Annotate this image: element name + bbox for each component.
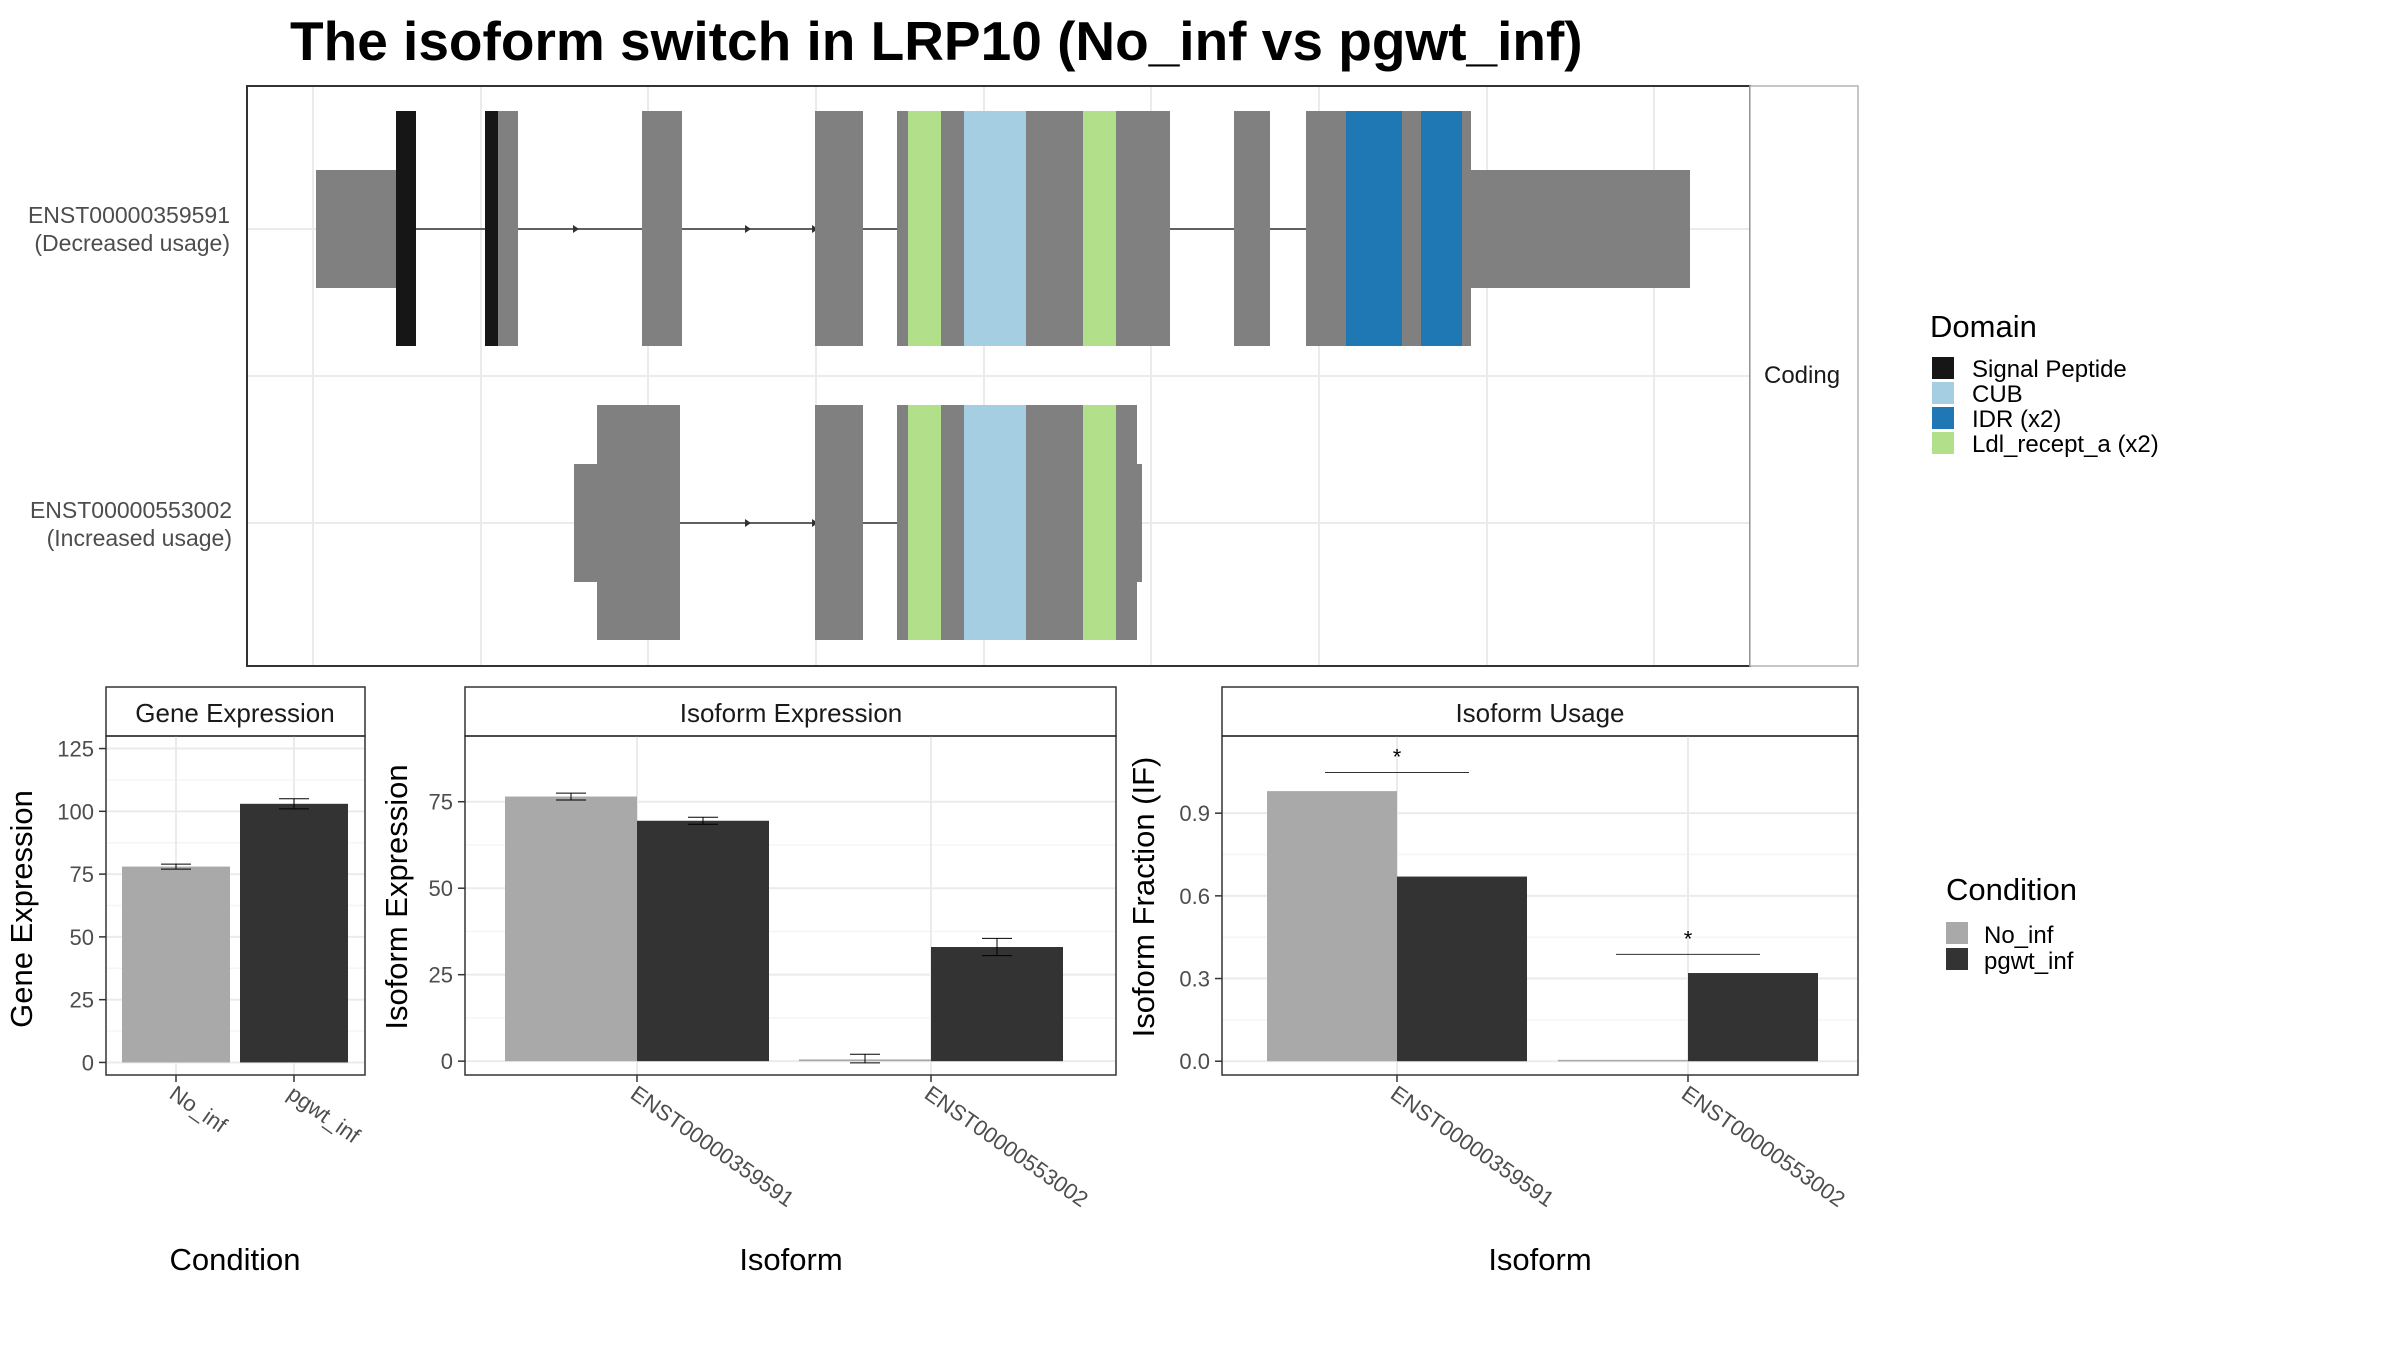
utr-exon: [574, 464, 600, 582]
y-tick-label: 0: [441, 1049, 453, 1074]
bar: [505, 796, 637, 1062]
figure-title: The isoform switch in LRP10 (No_inf vs p…: [290, 10, 1583, 72]
transcript-1-usage: (Decreased usage): [34, 230, 230, 256]
intron-arrow: [573, 225, 579, 233]
idr-domain: [1421, 111, 1462, 346]
significance-star: *: [1393, 744, 1402, 769]
bar: [122, 866, 230, 1063]
panel-strip: [105, 686, 366, 737]
ldl-recept-a-domain: [1083, 405, 1116, 640]
isoform-expression-strip-title: Isoform Expression: [680, 698, 903, 728]
cub-domain: [964, 405, 1026, 640]
transcript-1-id: ENST00000359591: [28, 202, 230, 228]
y-tick-label: 25: [429, 963, 453, 988]
legend-swatch-idr: [1932, 407, 1954, 429]
legend-swatch-ldl-recept-a: [1932, 432, 1954, 454]
isoform-expression-panel: Isoform Expression Isoform Isoform Expre…: [379, 686, 1117, 1277]
domain-legend: Domain Signal Peptide CUB IDR (x2) Ldl_r…: [1930, 309, 2159, 458]
utr-exon: [1135, 464, 1142, 582]
panel-border: [464, 735, 1117, 1076]
intron-arrow: [745, 225, 751, 233]
y-tick-label: 0.6: [1179, 884, 1210, 909]
legend-label-ldl-recept-a: Ldl_recept_a (x2): [1972, 431, 2159, 458]
intron-arrow: [745, 519, 751, 527]
ldl-recept-a-domain: [1083, 111, 1116, 346]
gene-expression-x-title: Condition: [170, 1242, 301, 1277]
coding-exon: [897, 111, 1170, 346]
significance-star: *: [1684, 926, 1693, 951]
legend-label-signal-peptide: Signal Peptide: [1972, 356, 2127, 383]
cub-domain: [964, 111, 1026, 346]
panel-border: [1221, 735, 1859, 1076]
y-tick-label: 100: [57, 799, 94, 824]
bar: [1558, 1059, 1688, 1062]
panel-strip: [464, 686, 1117, 737]
legend-label-idr: IDR (x2): [1972, 406, 2061, 433]
x-tick-label: ENST00000553002: [920, 1081, 1093, 1212]
gene-expression-y-title: Gene Expression: [4, 790, 39, 1028]
coding-exon: [1234, 111, 1270, 346]
isoform-usage-x-title: Isoform: [1488, 1242, 1591, 1277]
legend-swatch-signal-peptide: [1932, 357, 1954, 379]
bar: [1267, 791, 1397, 1062]
isoform-usage-panel: Isoform Usage Isoform Isoform Fraction (…: [1126, 686, 1859, 1277]
idr-domain: [1346, 111, 1402, 346]
y-tick-label: 0.3: [1179, 967, 1210, 992]
transcript-2-id: ENST00000553002: [30, 497, 232, 523]
transcript-structure-panel: Coding ENST00000359591 (Decreased usage)…: [28, 85, 1859, 667]
bar: [1688, 973, 1818, 1062]
bar: [240, 803, 348, 1063]
y-tick-label: 0.0: [1179, 1049, 1210, 1074]
coding-exon: [642, 111, 682, 346]
y-tick-label: 75: [429, 790, 453, 815]
legend-label-cub: CUB: [1972, 381, 2023, 408]
x-tick-label: ENST00000553002: [1677, 1081, 1850, 1212]
legend-label-no-inf: No_inf: [1984, 922, 2054, 949]
isoform-usage-y-title: Isoform Fraction (IF): [1126, 757, 1161, 1038]
x-tick-label: ENST00000359591: [626, 1081, 799, 1212]
signal-peptide-domain: [485, 111, 498, 346]
ldl-recept-a-domain: [908, 405, 941, 640]
bar: [1397, 876, 1527, 1062]
isoform-expression-y-title: Isoform Expression: [379, 764, 414, 1029]
signal-peptide-domain: [396, 111, 416, 346]
x-tick-label: ENST00000359591: [1386, 1081, 1559, 1212]
utr-exon: [1460, 170, 1690, 288]
y-tick-label: 75: [70, 862, 94, 887]
bar: [637, 820, 769, 1062]
coding-exon: [597, 405, 680, 640]
condition-legend: Condition No_inf pgwt_inf: [1946, 872, 2077, 975]
isoform-expression-x-title: Isoform: [739, 1242, 842, 1277]
y-tick-label: 0: [82, 1050, 94, 1075]
y-tick-label: 25: [70, 988, 94, 1013]
y-tick-label: 50: [429, 876, 453, 901]
gene-expression-panel: Gene Expression Condition Gene Expressio…: [4, 686, 366, 1277]
bar: [931, 947, 1063, 1062]
x-tick-label: pgwt_inf: [283, 1081, 365, 1149]
legend-label-pgwt-inf: pgwt_inf: [1984, 948, 2074, 975]
utr-exon: [316, 170, 400, 288]
y-tick-label: 125: [57, 737, 94, 762]
condition-legend-title: Condition: [1946, 872, 2077, 907]
domain-legend-title: Domain: [1930, 309, 2037, 344]
y-tick-label: 50: [70, 925, 94, 950]
legend-swatch-cub: [1932, 382, 1954, 404]
ldl-recept-a-domain: [908, 111, 941, 346]
coding-exon: [815, 111, 863, 346]
structure-shapes: [316, 111, 1690, 640]
panel-strip: [1221, 686, 1859, 737]
gene-expression-strip-title: Gene Expression: [135, 698, 334, 728]
coding-exon: [815, 405, 863, 640]
coding-strip: [1749, 85, 1859, 667]
x-tick-label: No_inf: [165, 1081, 232, 1138]
isoform-usage-strip-title: Isoform Usage: [1455, 698, 1624, 728]
y-tick-label: 0.9: [1179, 801, 1210, 826]
legend-swatch-no-inf: [1946, 922, 1968, 944]
panel-border: [105, 735, 366, 1076]
legend-swatch-pgwt-inf: [1946, 948, 1968, 970]
transcript-2-usage: (Increased usage): [47, 525, 232, 551]
coding-label: Coding: [1764, 362, 1840, 389]
